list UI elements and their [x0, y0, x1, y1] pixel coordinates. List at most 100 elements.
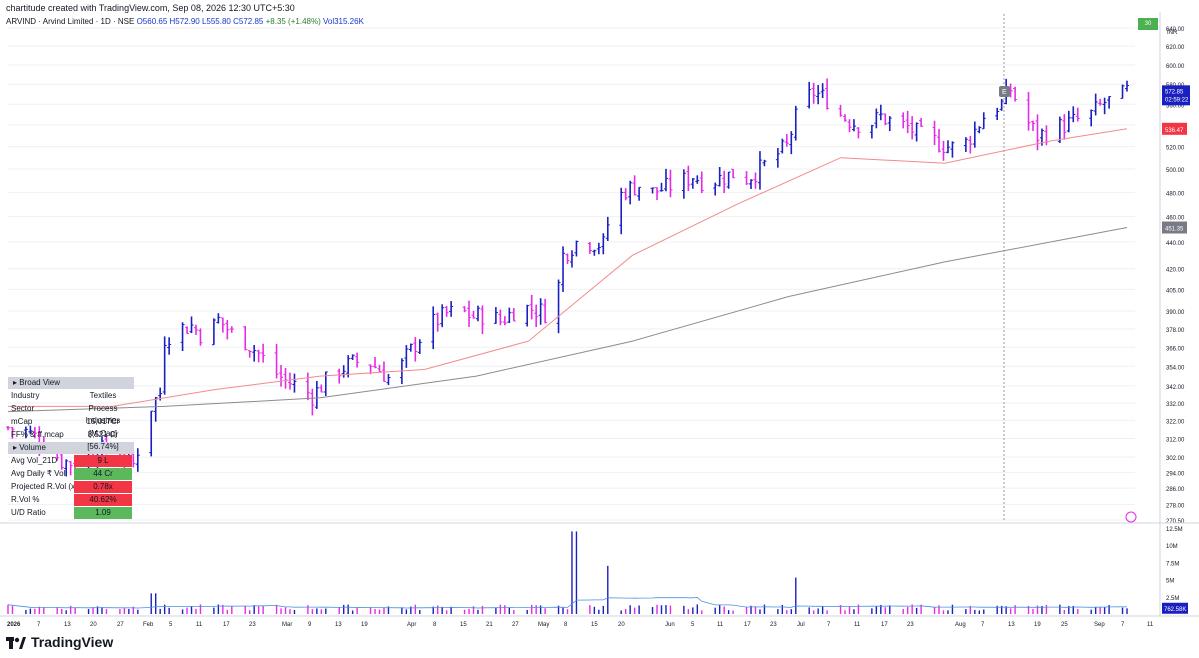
timeframe-badge[interactable]: 30 — [1138, 18, 1158, 30]
time-tick-label: 8 — [564, 622, 568, 628]
time-tick-label: 25 — [1061, 622, 1068, 628]
volume-stat-value: 0.78x — [74, 481, 132, 493]
fast-ma-line — [8, 128, 1128, 407]
time-tick-label: Apr — [407, 622, 416, 628]
volume-stat-key: Avg Vol_21D — [11, 456, 58, 465]
price-tick-label: 640.00 — [1166, 27, 1185, 33]
time-tick-label: 13 — [1008, 622, 1015, 628]
broad-view-key: Industry — [11, 391, 40, 400]
earnings-marker-bg — [999, 86, 1010, 97]
volume-header[interactable]: ▸ Volume — [8, 442, 134, 454]
time-tick-label: 13 — [335, 622, 342, 628]
volume-readout: Vol315.26K — [322, 17, 364, 26]
broad-view-row: Industry Textiles — [8, 390, 134, 402]
price-tick-label: 560.00 — [1166, 103, 1185, 109]
volume-last-label: 762.58K — [1164, 607, 1186, 613]
time-tick-label: 19 — [1034, 622, 1041, 628]
volume-stat-key: R.Vol % — [11, 495, 40, 504]
time-tick-label: 20 — [618, 622, 625, 628]
time-tick-label: 11 — [854, 622, 861, 628]
time-tick-label: 21 — [486, 622, 493, 628]
time-tick-label: 11 — [717, 622, 724, 628]
time-tick-label: 23 — [770, 622, 777, 628]
last-price-label: 572.85 — [1165, 89, 1184, 95]
volume-stat-value: 1.09 — [74, 507, 132, 519]
volume-tick-label: 5M — [1166, 579, 1174, 585]
price-tick-label: 390.00 — [1166, 310, 1185, 316]
broad-view-value: 15,017Cr [M.Cap] — [86, 417, 120, 438]
volume-stat-key: U/D Ratio — [11, 508, 46, 517]
time-tick-label: 5 — [169, 622, 173, 628]
volume-tick-label: 12.5M — [1166, 527, 1183, 533]
broad-view-value: Process Industries — [85, 404, 121, 425]
broad-view-row: mCap 15,017Cr [M.Cap] — [8, 416, 134, 438]
time-tick-label: 9 — [308, 622, 312, 628]
slow-ma-axis-label: 451.35 — [1165, 227, 1184, 233]
volume-stat-row: Avg Vol_21D 9 L — [8, 455, 134, 467]
volume-stat-row: Avg Daily ₹ Vol 44 Cr — [8, 468, 134, 480]
price-tick-label: 286.00 — [1166, 487, 1185, 493]
chart-credit: chartitude created with TradingView.com,… — [6, 3, 295, 13]
price-tick-label: 322.00 — [1166, 419, 1185, 425]
price-tick-label: 366.00 — [1166, 346, 1185, 352]
broad-view-key: Sector — [11, 404, 35, 413]
time-tick-label: May — [538, 622, 549, 628]
time-tick-label: Jul — [797, 622, 805, 628]
fast-ma-axis-label-bg — [1162, 122, 1187, 135]
volume-stat-row: Projected R.Vol (x) 0.78x — [8, 481, 134, 493]
volume-stat-value: 9 L — [74, 455, 132, 467]
ohlc-values: O560.65 H572.90 L555.80 C572.85 — [136, 17, 264, 26]
price-tick-label: 270.50 — [1166, 519, 1185, 525]
time-tick-label: 15 — [591, 622, 598, 628]
volume-stat-row: R.Vol % 40.62% — [8, 494, 134, 506]
time-tick-label: Aug — [955, 622, 966, 628]
time-tick-label: 7 — [37, 622, 41, 628]
time-tick-label: 27 — [512, 622, 519, 628]
volume-average-line — [7, 597, 1128, 609]
price-tick-label: 378.00 — [1166, 328, 1185, 334]
broad-view-value: Textiles — [89, 391, 117, 400]
price-tick-label: 600.00 — [1166, 64, 1185, 70]
time-tick-label: 11 — [1147, 622, 1154, 628]
volume-tick-label: 2.5M — [1166, 596, 1179, 602]
time-tick-label: 20 — [90, 622, 97, 628]
price-tick-label: 342.00 — [1166, 385, 1185, 391]
time-tick-label: 8 — [433, 622, 437, 628]
time-tick-label: Mar — [282, 622, 292, 628]
price-tick-label: 620.00 — [1166, 45, 1185, 51]
time-tick-label: 23 — [249, 622, 256, 628]
price-tick-label: 278.00 — [1166, 503, 1185, 509]
volume-tick-label: 7.5M — [1166, 561, 1179, 567]
fast-ma-axis-label: 536.47 — [1165, 128, 1184, 134]
volume-stat-key: Projected R.Vol (x) — [11, 482, 78, 491]
broad-view-row: FF% & ff.mcap 8,521 Cr [56.74%] — [8, 429, 134, 451]
price-tick-label: 405.00 — [1166, 288, 1185, 294]
broad-view-value: 8,521 Cr [56.74%] — [87, 430, 119, 451]
slow-ma-line — [7, 227, 1128, 413]
time-tick-label: 5 — [691, 622, 695, 628]
volume-last-bg — [1162, 602, 1188, 614]
price-tick-label: 312.00 — [1166, 437, 1185, 443]
symbol-line: ARVIND · Arvind Limited · 1D · NSE O560.… — [6, 17, 364, 26]
volume-stat-value: 40.62% — [74, 494, 132, 506]
time-tick-label: 17 — [881, 622, 888, 628]
slow-ma-axis-label-bg — [1162, 221, 1187, 234]
time-tick-label: 13 — [64, 622, 71, 628]
tradingview-logo[interactable]: TradingView — [6, 634, 113, 650]
time-tick-label: 23 — [907, 622, 914, 628]
time-tick-label: 19 — [361, 622, 368, 628]
time-tick-label: 7 — [827, 622, 831, 628]
tradingview-logo-icon — [6, 636, 26, 649]
time-tick-label: Feb — [143, 622, 154, 628]
info-panel: ▸ Broad View Industry Textiles Sector Proce… — [8, 377, 134, 520]
time-tick-label: 11 — [196, 622, 203, 628]
broad-view-header[interactable]: ▸ Broad View — [8, 377, 134, 389]
time-tick-label: 17 — [744, 622, 751, 628]
earnings-marker: E — [1002, 89, 1007, 96]
time-tick-label: 17 — [223, 622, 230, 628]
volume-stat-row: U/D Ratio 1.09 — [8, 507, 134, 519]
time-tick-label: Sep — [1094, 622, 1105, 628]
time-tick-label: 2026 — [7, 622, 21, 628]
symbol-title: ARVIND · Arvind Limited · 1D · NSE — [6, 17, 135, 26]
